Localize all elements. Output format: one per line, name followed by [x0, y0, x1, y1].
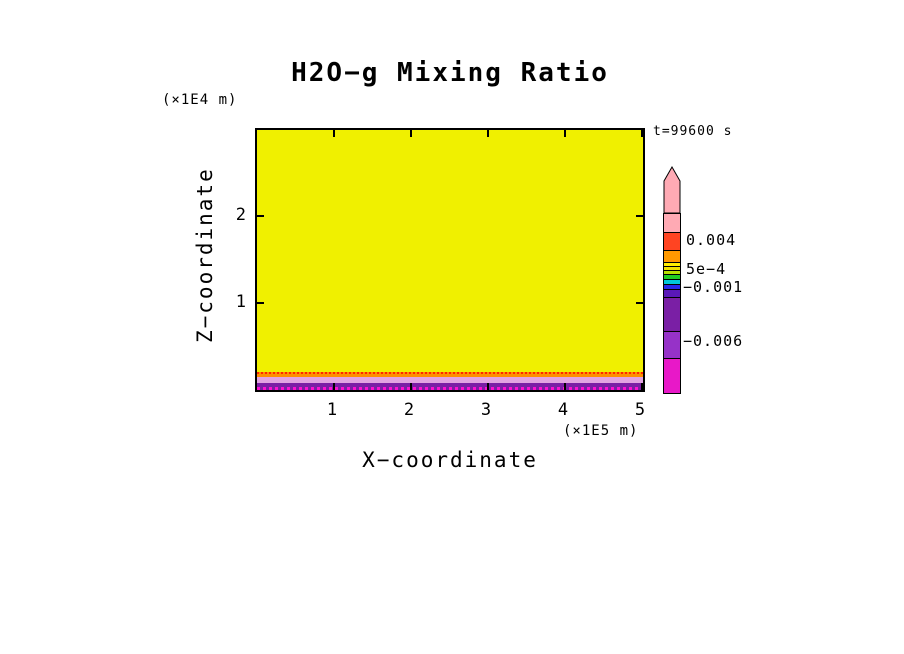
tick-mark [410, 130, 412, 137]
field-layer-purple [257, 383, 643, 390]
colorbar-cell [664, 331, 680, 358]
tick-mark [487, 130, 489, 137]
tick-mark [487, 383, 489, 390]
x-tick-label: 5 [634, 400, 646, 420]
tick-mark [641, 383, 643, 390]
tick-mark [333, 130, 335, 137]
colorbar-cell [664, 297, 680, 331]
colorbar-arrow-icon [663, 166, 681, 213]
colorbar-cell [664, 274, 680, 279]
colorbar-cell [664, 266, 680, 270]
colorbar-label: 0.004 [686, 231, 737, 249]
colorbar-cell [664, 262, 680, 266]
tick-mark [257, 215, 264, 217]
tick-mark [641, 130, 643, 137]
colorbar-cell [664, 270, 680, 274]
colorbar-cell [664, 284, 680, 289]
time-annotation: t=99600 s [653, 124, 733, 139]
z-axis-unit-label: (×1E4 m) [162, 92, 238, 108]
colorbar-cell [664, 358, 680, 393]
plot-area [255, 128, 645, 392]
tick-mark [636, 215, 643, 217]
colorbar-label: 5e−4 [686, 260, 727, 278]
colorbar-cell [664, 279, 680, 284]
field-layer-orange [257, 372, 643, 377]
tick-mark [564, 130, 566, 137]
colorbar-label: −0.001 [683, 278, 744, 296]
z-axis-label: Z−coordinate [193, 167, 217, 343]
tick-mark [333, 383, 335, 390]
colorbar-label: −0.006 [683, 332, 744, 350]
z-tick-label: 1 [235, 292, 246, 312]
chart-title: H2O−g Mixing Ratio [291, 58, 609, 88]
x-tick-label: 1 [326, 400, 338, 420]
x-tick-label: 4 [557, 400, 569, 420]
colorbar-cells [663, 213, 681, 394]
field-layer-pink [257, 377, 643, 383]
x-axis-unit-label: (×1E5 m) [563, 423, 639, 439]
x-tick-label: 3 [480, 400, 492, 420]
colorbar-cell [664, 250, 680, 262]
colorbar-cell [664, 214, 680, 232]
x-tick-label: 2 [403, 400, 415, 420]
x-axis-label: X−coordinate [362, 448, 538, 472]
field-layer-magenta [257, 387, 643, 390]
tick-mark [410, 383, 412, 390]
z-tick-label: 2 [235, 205, 246, 225]
tick-mark [564, 383, 566, 390]
colorbar-cell [664, 289, 680, 297]
tick-mark [257, 302, 264, 304]
colorbar-cell [664, 232, 680, 250]
tick-mark [636, 302, 643, 304]
